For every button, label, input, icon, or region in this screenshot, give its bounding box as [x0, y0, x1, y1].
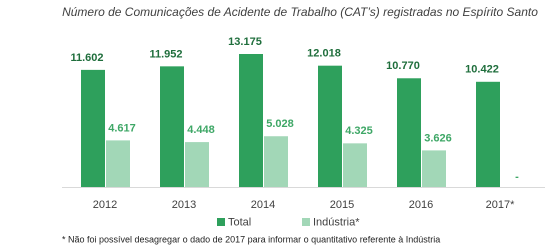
legend-swatch: [217, 218, 225, 226]
legend-label: Indústria*: [313, 216, 360, 228]
value-label: 10.422: [465, 64, 499, 76]
bar: [160, 66, 184, 187]
bar: [239, 54, 263, 187]
x-tick-label: 2016: [409, 199, 433, 211]
value-label: 13.175: [228, 36, 262, 48]
value-label: 10.770: [386, 60, 420, 72]
value-label: 4.325: [345, 125, 373, 137]
bar: [397, 78, 421, 187]
x-tick-label: 2015: [330, 199, 354, 211]
value-label: 4.617: [108, 122, 136, 134]
x-tick-label: 2012: [93, 199, 117, 211]
x-tick-label: 2017*: [486, 199, 515, 211]
bar: [185, 142, 209, 187]
value-label: 4.448: [187, 124, 215, 136]
value-label: 3.626: [424, 132, 452, 144]
bar: [476, 81, 500, 187]
legend-label: Total: [228, 216, 251, 228]
bar: [264, 136, 288, 187]
chart-title: Número de Comunicações de Acidente de Tr…: [62, 5, 538, 19]
value-label: -: [515, 171, 519, 183]
bar: [81, 69, 105, 187]
x-tick-label: 2014: [251, 199, 275, 211]
value-label: 11.952: [149, 48, 182, 60]
bar: [318, 65, 342, 187]
value-label: 11.602: [70, 52, 103, 64]
value-label: 5.028: [266, 118, 294, 130]
bar: [343, 143, 367, 187]
value-label: 12.018: [307, 48, 341, 60]
bar: [422, 150, 446, 187]
x-tick-label: 2013: [172, 199, 196, 211]
footnote: * Não foi possível desagregar o dado de …: [62, 234, 440, 244]
bar: [106, 140, 130, 187]
legend-swatch: [302, 218, 310, 226]
